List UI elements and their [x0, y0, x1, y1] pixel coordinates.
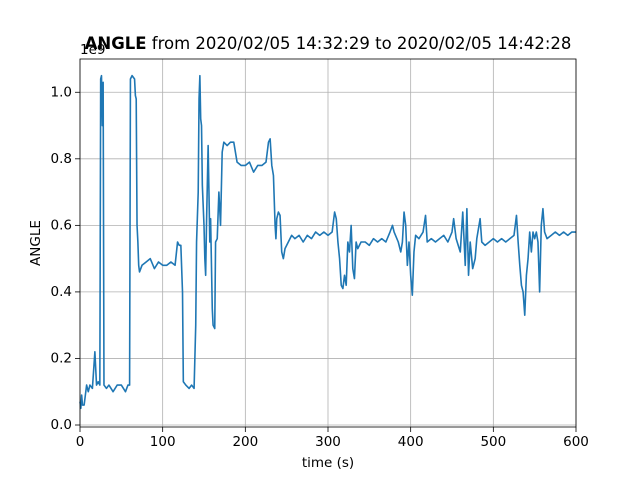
- plot-frame: [79, 58, 577, 428]
- y-tick-label: 0.6: [51, 217, 72, 233]
- x-tick-label: 600: [563, 434, 589, 450]
- data-line: [79, 74, 576, 410]
- x-tick-label: 500: [480, 434, 506, 450]
- y-tick-label: 1.0: [51, 84, 72, 100]
- x-tick-label: 400: [398, 434, 424, 450]
- x-axis-label: time (s): [302, 455, 354, 471]
- y-tick-label: 0.2: [51, 350, 72, 366]
- x-tick-label: 200: [232, 434, 258, 450]
- y-offset-text: 1e9: [80, 42, 105, 58]
- x-tick-label: 0: [76, 434, 85, 450]
- y-axis-label: ANGLE: [28, 220, 44, 266]
- y-tick-label: 0.8: [51, 151, 72, 167]
- chart-title: ANGLE from 2020/02/05 14:32:29 to 2020/0…: [85, 34, 572, 53]
- title-bold: ANGLE: [85, 34, 147, 53]
- y-tick-label: 0.0: [51, 417, 72, 433]
- x-tick-label: 100: [150, 434, 176, 450]
- title-rest: from 2020/02/05 14:32:29 to 2020/02/05 1…: [152, 34, 572, 53]
- y-tick-label: 0.4: [51, 284, 72, 300]
- x-tick-label: 300: [315, 434, 341, 450]
